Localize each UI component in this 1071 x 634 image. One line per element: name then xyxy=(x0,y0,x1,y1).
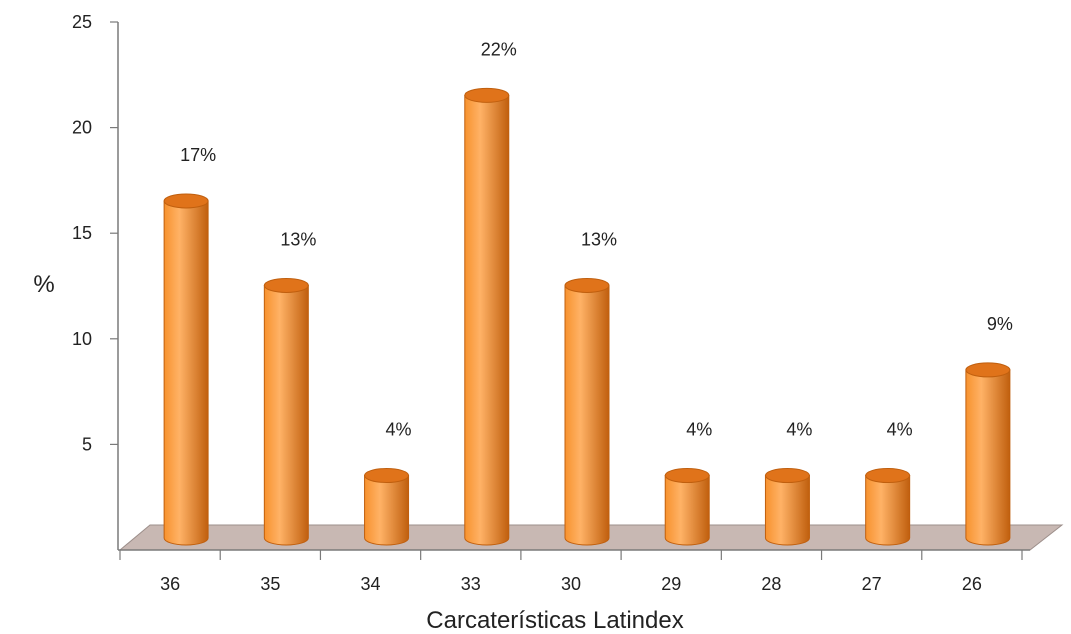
data-label: 4% xyxy=(786,420,812,440)
y-tick-label: 5 xyxy=(82,434,92,454)
bar-body xyxy=(865,475,911,546)
data-label: 9% xyxy=(987,314,1013,334)
bar-series xyxy=(163,87,1011,546)
bar-body xyxy=(664,475,710,546)
x-tick-label: 30 xyxy=(561,574,581,594)
x-tick-label: 27 xyxy=(862,574,882,594)
x-tick-label: 26 xyxy=(962,574,982,594)
bar-top xyxy=(965,362,1011,378)
y-tick-label: 20 xyxy=(72,118,92,138)
bar xyxy=(965,362,1011,546)
x-tick-label: 28 xyxy=(761,574,781,594)
y-tick-label: 25 xyxy=(72,12,92,32)
x-tick-label: 29 xyxy=(661,574,681,594)
bar-top xyxy=(865,468,911,484)
data-label: 17% xyxy=(180,145,216,165)
bar-body xyxy=(163,200,209,546)
x-tick-label: 35 xyxy=(260,574,280,594)
bar-body xyxy=(263,284,309,546)
data-label: 13% xyxy=(280,229,316,249)
y-tick-label: 15 xyxy=(72,223,92,243)
data-label: 4% xyxy=(887,420,913,440)
bar-top xyxy=(464,87,510,103)
chart-axes: 5 10 15 20 25 36 35 34 33 30 29 28 27 26 xyxy=(72,12,1030,594)
bar xyxy=(163,193,209,546)
y-axis-title: % xyxy=(33,271,54,298)
bar-body xyxy=(564,284,610,546)
x-axis-title: Carcaterísticas Latindex xyxy=(426,607,683,634)
bar xyxy=(664,468,710,546)
bar-top xyxy=(664,468,710,484)
data-label: 13% xyxy=(581,229,617,249)
x-tick-label: 36 xyxy=(160,574,180,594)
bar-body xyxy=(965,369,1011,546)
bar-body xyxy=(364,475,410,546)
bar-top xyxy=(564,277,610,293)
bar xyxy=(764,468,810,546)
bar xyxy=(564,277,610,546)
bar xyxy=(865,468,911,546)
bar-body xyxy=(764,475,810,546)
data-label: 4% xyxy=(386,420,412,440)
x-tick-label: 33 xyxy=(461,574,481,594)
bar-body xyxy=(464,94,510,546)
bar-top xyxy=(163,193,209,209)
bar xyxy=(263,277,309,546)
data-labels: 17% 13% 4% 22% 13% 4% 4% 4% 9% xyxy=(180,39,1013,439)
bar xyxy=(364,468,410,546)
bar xyxy=(464,87,510,546)
data-label: 4% xyxy=(686,420,712,440)
bar-top xyxy=(263,277,309,293)
bar-top xyxy=(764,468,810,484)
data-label: 22% xyxy=(481,39,517,59)
x-tick-label: 34 xyxy=(361,574,381,594)
y-tick-label: 10 xyxy=(72,329,92,349)
bar-top xyxy=(364,468,410,484)
